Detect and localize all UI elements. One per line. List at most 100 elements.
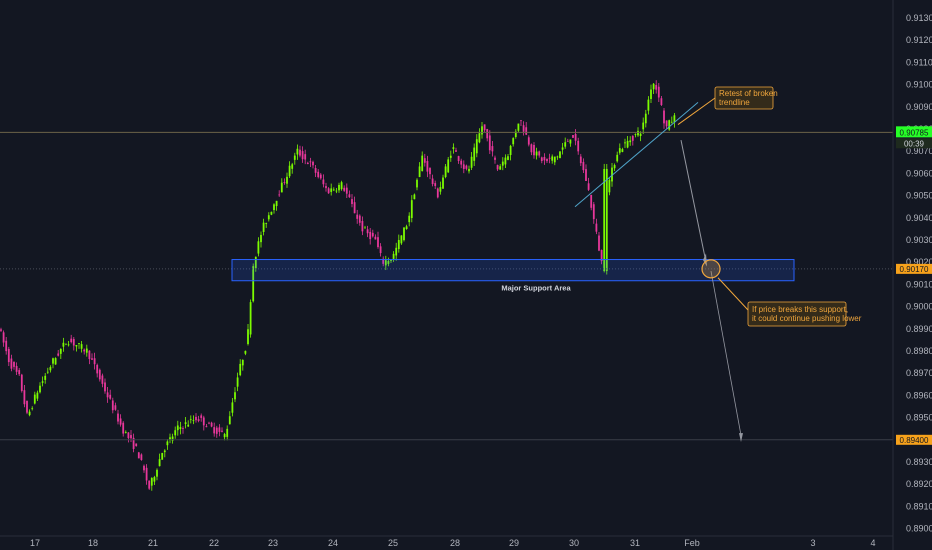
candle-body (98, 369, 101, 380)
candle-body (392, 253, 395, 259)
candle-body (286, 176, 288, 184)
candle (96, 363, 99, 378)
candle-body (356, 214, 359, 219)
candle-body (176, 425, 179, 431)
candle-body (301, 151, 304, 160)
candle (587, 177, 590, 191)
candle-body (553, 156, 556, 163)
candle-body (551, 156, 554, 161)
candle (124, 430, 127, 434)
candle-body (351, 199, 353, 204)
candle-body (611, 167, 613, 182)
candle-body (444, 166, 447, 178)
candle-body (270, 211, 273, 215)
candle-body (283, 181, 286, 183)
candle (579, 153, 582, 167)
candle (83, 348, 86, 355)
candle (585, 164, 587, 182)
candle (101, 373, 104, 388)
annotation-top-text: trendline (719, 98, 750, 107)
candle-body (325, 186, 327, 189)
candle-body (312, 161, 314, 166)
candle-body (288, 165, 291, 177)
candle-body (280, 182, 283, 193)
candle-body (184, 422, 187, 424)
candle-body (260, 234, 262, 243)
candle-body (296, 148, 299, 155)
candle (119, 414, 122, 427)
candle (652, 83, 655, 95)
candle (187, 420, 190, 428)
candle-body (101, 375, 104, 384)
candle-body (405, 226, 408, 229)
candle (36, 390, 39, 401)
candle-body (566, 140, 569, 142)
candle-body (304, 154, 307, 160)
candle (247, 323, 249, 346)
candle (280, 178, 283, 193)
candle-body (278, 194, 281, 196)
candle-body (595, 223, 598, 232)
candle-body (54, 358, 57, 365)
candle (54, 357, 57, 365)
countdown-label: 00:39 (904, 139, 925, 148)
candle-body (2, 332, 5, 343)
candle-body (291, 164, 294, 169)
candle (429, 167, 431, 180)
candle-body (421, 155, 424, 172)
candle-body (431, 178, 434, 185)
candlestick-series (0, 80, 676, 491)
candle-body (546, 158, 548, 162)
candle (343, 185, 346, 192)
candle-body (540, 157, 543, 161)
candle-body (59, 348, 62, 354)
candle-body (267, 215, 270, 220)
x-tick-label: 22 (209, 538, 219, 548)
candle-body (335, 190, 338, 192)
candle-body (512, 138, 515, 145)
time-axis[interactable]: 17 18 21 22 23 24 25 28 29 30 31 Feb 3 4 (0, 535, 893, 548)
candle (46, 367, 49, 374)
candle-body (234, 392, 236, 400)
candle (98, 368, 101, 382)
candle (2, 330, 5, 347)
candle-body (637, 130, 639, 136)
candle-body (579, 156, 582, 164)
candle-body (452, 147, 455, 149)
candle (257, 237, 260, 257)
candle (213, 422, 216, 437)
candle-body (361, 220, 364, 232)
candle (114, 402, 117, 411)
candle-body (78, 343, 80, 344)
candle-body (644, 113, 647, 124)
candle (473, 143, 476, 167)
candle-body (436, 188, 439, 198)
candle-body (119, 418, 122, 425)
candle-body (114, 405, 117, 410)
candle-body (83, 349, 86, 352)
candle-body (530, 144, 533, 153)
candle-body (0, 329, 2, 331)
candle-body (189, 418, 192, 420)
candle (465, 164, 468, 171)
price-axis[interactable]: 0.913000.912000.911000.910000.909000.908… (892, 0, 932, 550)
candle (405, 224, 408, 230)
candle (20, 373, 23, 393)
candle (382, 256, 385, 267)
candle-body (624, 142, 626, 144)
candle-body (340, 182, 343, 190)
candle-body (384, 260, 387, 266)
candle (226, 425, 229, 441)
candle (442, 174, 444, 189)
candle (517, 123, 520, 132)
candle-body (665, 120, 668, 127)
candle (566, 138, 569, 142)
candle-body (468, 168, 470, 172)
candle (410, 195, 413, 223)
candle (501, 157, 504, 171)
candle (33, 391, 36, 405)
candle-body (327, 188, 330, 194)
candle (241, 359, 244, 371)
